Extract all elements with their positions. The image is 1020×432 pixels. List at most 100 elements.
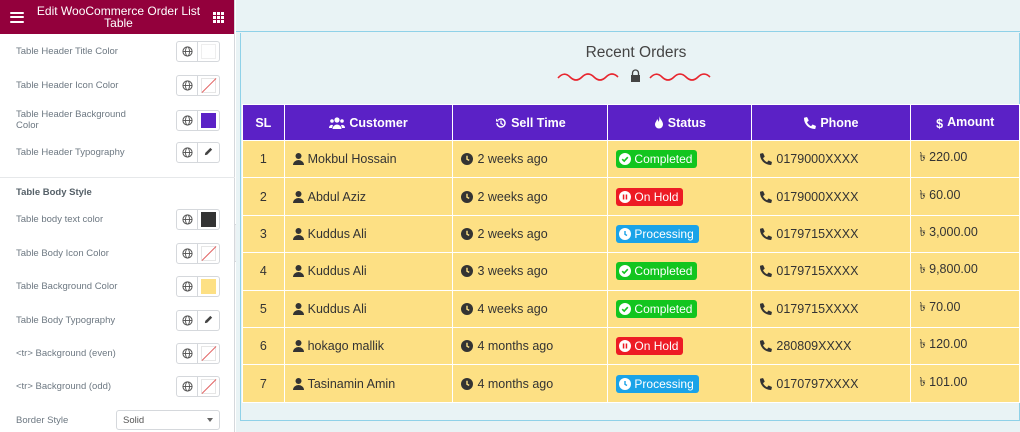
- cell-status: On Hold: [607, 326, 753, 366]
- typography-edit-button[interactable]: [198, 142, 220, 163]
- sell-time: 2 weeks ago: [477, 226, 548, 241]
- history-icon: [496, 117, 506, 128]
- cell-status: Processing: [607, 214, 753, 254]
- th-phone[interactable]: Phone: [751, 104, 912, 141]
- user-icon: [292, 377, 304, 390]
- user-icon: [292, 340, 304, 353]
- widgets-grid-icon[interactable]: [213, 11, 224, 23]
- cell-customer: Kuddus Ali: [283, 252, 454, 291]
- cell-sell-time: 2 weeks ago: [452, 214, 609, 254]
- wave-left-icon: [557, 73, 619, 81]
- color-picker-button[interactable]: [198, 75, 220, 96]
- color-picker-button[interactable]: [198, 276, 220, 297]
- phone-number: 0179715XXXX: [776, 301, 859, 316]
- cell-sl: 5: [242, 289, 285, 328]
- color-picker-button[interactable]: [198, 41, 220, 62]
- th-sell-time[interactable]: Sell Time: [452, 104, 609, 141]
- color-picker-button[interactable]: [198, 376, 220, 397]
- check-circle-icon: [619, 302, 632, 315]
- color-picker-button[interactable]: [198, 243, 220, 264]
- phone-number: 0179715XXXX: [776, 264, 859, 279]
- clock-icon: [461, 302, 474, 315]
- th-customer[interactable]: Customer: [283, 104, 454, 141]
- check-circle-icon: [619, 265, 632, 278]
- phone-number: 0179000XXXX: [776, 189, 859, 204]
- cell-sl: 3: [242, 214, 285, 254]
- color-picker-button[interactable]: [198, 343, 220, 364]
- control-label: Table Body Icon Color: [16, 248, 109, 259]
- globe-icon[interactable]: [176, 276, 198, 297]
- phone-icon: [760, 340, 773, 353]
- color-picker-button[interactable]: [198, 109, 220, 131]
- phone-icon: [760, 265, 773, 278]
- typography-edit-button[interactable]: [198, 310, 220, 331]
- status-label: Completed: [634, 264, 693, 279]
- globe-icon[interactable]: [176, 376, 198, 397]
- dollar-icon: $: [936, 116, 944, 131]
- clock-icon: [461, 153, 474, 166]
- globe-icon[interactable]: [176, 209, 198, 230]
- cell-status: On Hold: [607, 177, 753, 216]
- editor-panel: Edit WooCommerce Order List Table Table …: [0, 0, 235, 432]
- control-row: Table Body Typography: [16, 310, 220, 331]
- customer-name: Kuddus Ali: [307, 264, 367, 279]
- globe-icon[interactable]: [176, 243, 198, 264]
- clock-circle-icon: [619, 377, 632, 390]
- color-picker-button[interactable]: [198, 209, 220, 230]
- user-icon: [292, 190, 304, 203]
- control-label: <tr> Background (even): [16, 348, 116, 359]
- status-badge: Completed: [616, 299, 698, 318]
- cell-sell-time: 4 weeks ago: [452, 289, 609, 328]
- sell-time: 2 weeks ago: [477, 189, 548, 204]
- control-row: <tr> Background (even): [16, 343, 220, 364]
- cell-amount: ৳ 120.00: [910, 326, 1020, 366]
- cell-sl: 7: [242, 364, 285, 403]
- phone-icon: [804, 116, 817, 129]
- status-label: Processing: [634, 226, 694, 241]
- globe-icon[interactable]: [176, 142, 198, 163]
- th-amount[interactable]: $ Amount: [910, 104, 1020, 141]
- user-icon: [292, 265, 304, 278]
- no-color-swatch: [201, 78, 216, 93]
- pause-circle-icon: [619, 190, 632, 203]
- th-sl[interactable]: SL: [242, 104, 285, 141]
- phone-icon: [760, 190, 773, 203]
- sell-time: 3 weeks ago: [477, 264, 548, 279]
- status-badge: Processing: [616, 224, 699, 243]
- th-status[interactable]: Status: [607, 104, 753, 141]
- globe-icon[interactable]: [176, 41, 198, 62]
- table-row: 5 Kuddus Ali 4 weeks ago Completed 0179715XX…: [242, 289, 1020, 328]
- cell-phone: 0179715XXXX: [751, 289, 912, 328]
- control-row: <tr> Background (odd): [16, 376, 220, 397]
- menu-icon[interactable]: [10, 11, 24, 23]
- globe-icon[interactable]: [176, 109, 198, 131]
- table-row: 2 Abdul Aziz 2 weeks ago On Hold 0179000XXXX…: [242, 177, 1020, 216]
- globe-icon[interactable]: [176, 343, 198, 364]
- border-style-select[interactable]: Solid: [116, 410, 220, 430]
- phone-icon: [760, 377, 773, 390]
- globe-icon[interactable]: [176, 75, 198, 96]
- control-label: Table Header Title Color: [16, 46, 118, 57]
- sell-time: 4 months ago: [477, 376, 554, 391]
- control-label: <tr> Background (odd): [16, 381, 112, 392]
- control-label: Table Header Icon Color: [16, 80, 119, 91]
- phone-icon: [760, 153, 773, 166]
- cell-status: Completed: [607, 289, 753, 328]
- cell-sl: 2: [242, 177, 285, 216]
- phone-icon: [760, 302, 773, 315]
- status-badge: Completed: [616, 262, 698, 281]
- color-swatch: [201, 44, 216, 59]
- phone-number: 0179715XXXX: [776, 226, 859, 241]
- cell-phone: 280809XXXX: [751, 326, 912, 366]
- control-row: Table Header Title Color: [16, 41, 220, 62]
- control-row: Table Header Typography: [16, 142, 220, 163]
- cell-customer: hokago mallik: [283, 326, 454, 366]
- cell-sell-time: 3 weeks ago: [452, 252, 609, 291]
- control-row: Table Body Icon Color: [16, 243, 220, 264]
- section-title-table-body-style[interactable]: Table Body Style: [16, 187, 92, 198]
- phone-number: 280809XXXX: [776, 339, 852, 354]
- cell-sl: 4: [242, 252, 285, 291]
- customer-name: Abdul Aziz: [307, 189, 366, 204]
- customer-name: Kuddus Ali: [307, 226, 367, 241]
- globe-icon[interactable]: [176, 310, 198, 331]
